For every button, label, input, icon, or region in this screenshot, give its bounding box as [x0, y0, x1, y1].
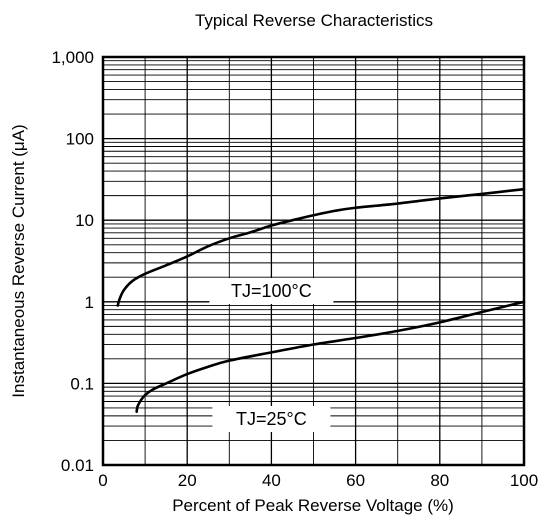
x-tick-label: 20 — [178, 471, 197, 490]
grid — [103, 57, 524, 465]
y-tick-labels: 0.01 0.1 1 10 100 1,000 — [51, 48, 94, 475]
x-axis-label: Percent of Peak Reverse Voltage (%) — [172, 496, 454, 515]
series-line-tj-100c — [116, 187, 526, 307]
annotation-label: TJ=25°C — [236, 409, 307, 429]
x-tick-label: 60 — [346, 471, 365, 490]
annotations: TJ=100°C TJ=25°C — [209, 278, 334, 432]
annotation-label: TJ=100°C — [231, 281, 312, 301]
x-tick-label: 40 — [262, 471, 281, 490]
y-tick-label: 100 — [66, 130, 94, 149]
y-tick-label: 0.1 — [70, 374, 94, 393]
chart-title: Typical Reverse Characteristics — [195, 11, 433, 30]
x-tick-label: 80 — [430, 471, 449, 490]
series-line-tj-25c — [135, 300, 526, 413]
y-tick-label: 0.01 — [61, 456, 94, 475]
plot-frame — [101, 55, 526, 467]
y-axis-label: Instantaneous Reverse Current (μA) — [9, 124, 28, 397]
annotation-background — [212, 406, 331, 432]
x-tick-labels: 0 20 40 60 80 100 — [98, 471, 538, 490]
x-tick-label: 0 — [98, 471, 107, 490]
curves — [116, 187, 526, 413]
x-tick-label: 100 — [510, 471, 538, 490]
annotation-background — [209, 278, 334, 304]
y-tick-label: 1,000 — [51, 48, 94, 67]
y-tick-label: 10 — [75, 211, 94, 230]
y-tick-label: 1 — [85, 293, 94, 312]
